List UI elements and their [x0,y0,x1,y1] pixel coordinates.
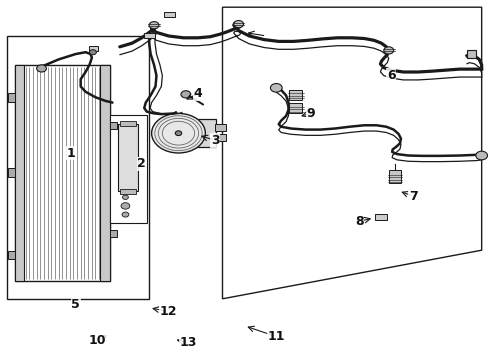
Text: 8: 8 [354,215,363,228]
Circle shape [151,113,205,153]
Bar [466,50,475,58]
Bar [8,168,15,177]
Circle shape [175,131,182,136]
Text: 6: 6 [386,69,395,82]
Circle shape [89,50,96,55]
Text: 2: 2 [137,157,146,170]
Bar [15,65,110,281]
Text: 13: 13 [179,336,197,349]
Bar [144,33,155,38]
Bar [109,230,117,237]
Bar [186,120,216,147]
Circle shape [270,84,282,92]
Bar [8,93,15,102]
Circle shape [233,21,243,28]
Text: 1: 1 [66,147,75,159]
Bar [120,121,136,126]
Bar [7,36,149,299]
Text: 9: 9 [305,107,314,120]
Bar [214,123,225,131]
Bar [214,134,225,141]
Bar [8,251,15,259]
Circle shape [149,22,159,29]
Text: 11: 11 [267,330,285,343]
Bar [289,90,302,100]
Text: 12: 12 [160,305,177,318]
Circle shape [121,203,130,209]
Text: 5: 5 [71,298,80,311]
Bar [163,12,174,17]
Bar [15,65,24,281]
Bar [110,115,146,223]
Bar [100,65,110,281]
Polygon shape [222,7,481,299]
Circle shape [122,195,128,199]
Circle shape [122,212,129,217]
Circle shape [181,91,190,98]
Bar [374,214,386,220]
Bar [289,103,302,113]
Text: 7: 7 [408,190,417,203]
Bar [109,122,117,129]
Text: 10: 10 [89,334,106,347]
Text: 3: 3 [210,134,219,147]
Text: 4: 4 [193,87,202,100]
Bar [388,170,400,183]
Bar [118,124,138,191]
Circle shape [383,47,393,54]
Circle shape [37,65,46,72]
Bar [120,189,136,194]
Circle shape [475,151,487,160]
Bar [89,46,98,51]
